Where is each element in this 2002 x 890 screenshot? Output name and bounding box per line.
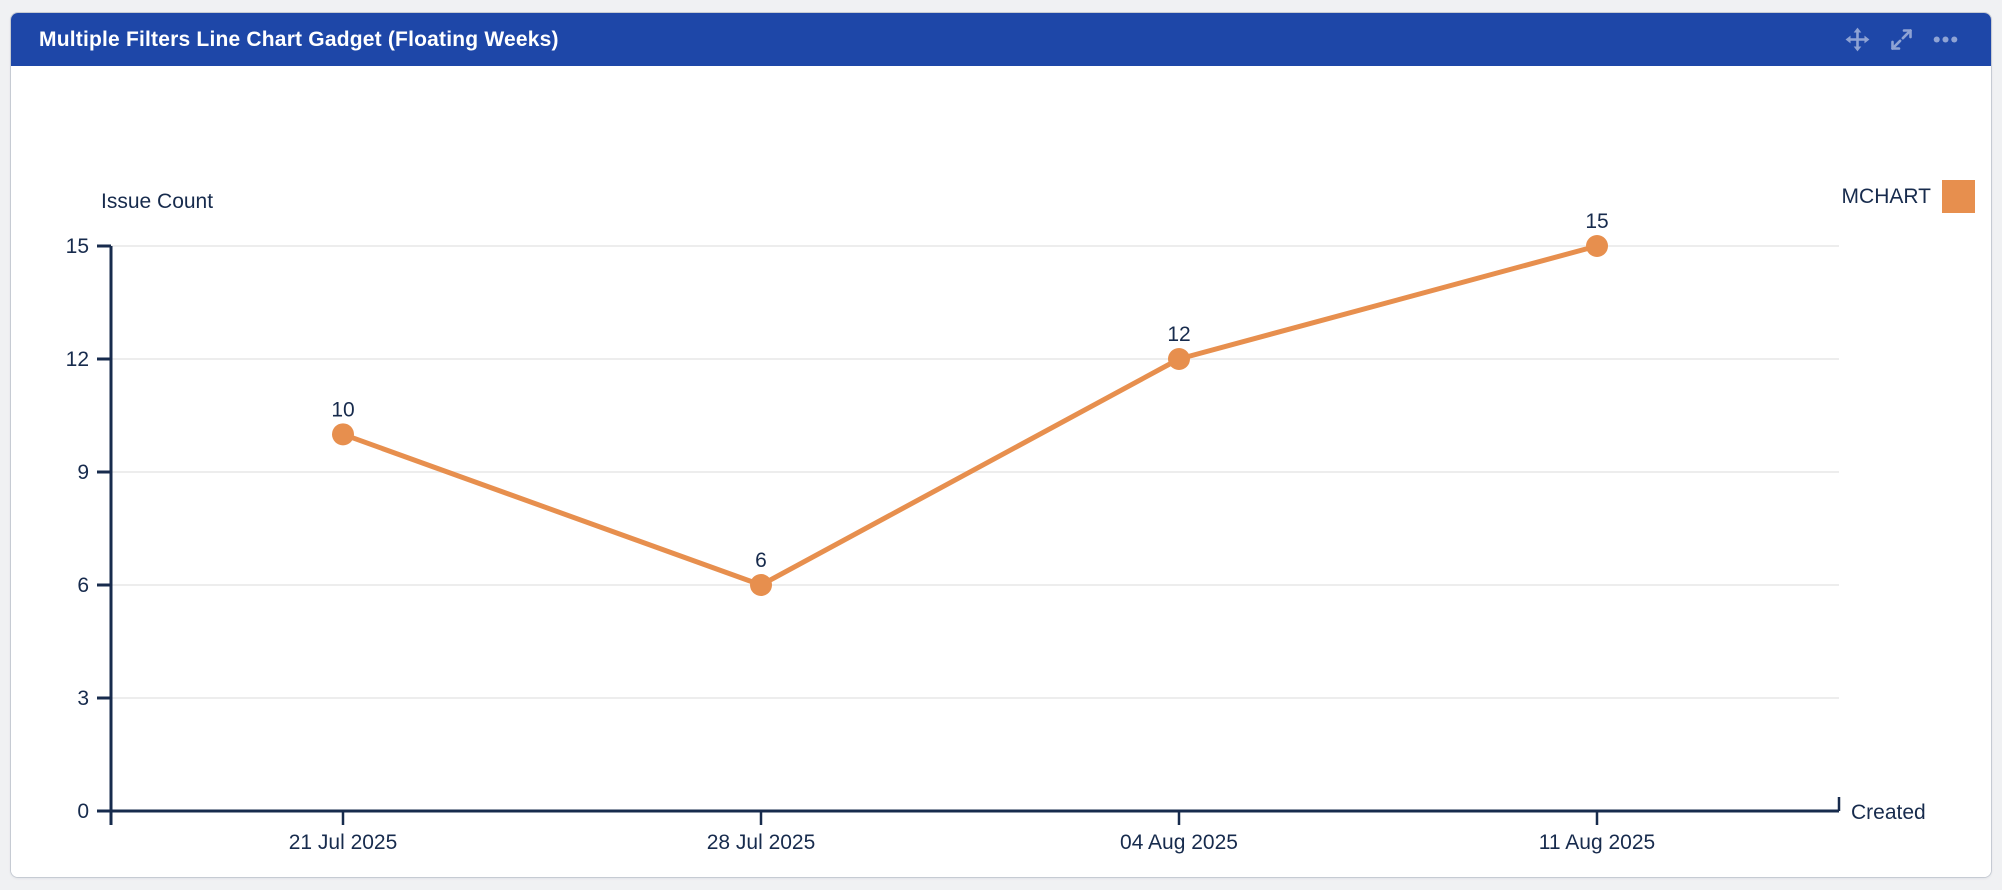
data-point[interactable]	[332, 423, 354, 446]
point-value-label: 10	[331, 398, 354, 421]
y-tick-label: 0	[77, 800, 89, 823]
y-tick-label: 12	[66, 348, 89, 371]
legend-swatch	[1942, 180, 1975, 213]
point-value-label: 15	[1585, 210, 1608, 233]
gadget-title: Multiple Filters Line Chart Gadget (Floa…	[39, 27, 559, 51]
data-point[interactable]	[750, 574, 772, 596]
y-tick-label: 15	[66, 235, 89, 258]
x-tick-label: 21 Jul 2025	[289, 831, 398, 854]
gadget-header-actions	[1844, 26, 1959, 53]
chart-area: 0 3 6 9 12 15 21 Jul 2025 28 Jul 2025 04 Aug 202…	[11, 66, 1991, 877]
data-point[interactable]	[1586, 235, 1608, 257]
gadget-card: Multiple Filters Line Chart Gadget (Floa…	[10, 12, 1992, 878]
x-tick-label: 04 Aug 2025	[1120, 831, 1238, 854]
line-chart: 0 3 6 9 12 15 21 Jul 2025 28 Jul 2025 04 Aug 202…	[66, 190, 1926, 854]
point-value-label: 6	[755, 549, 767, 572]
y-axis-title: Issue Count	[101, 190, 213, 213]
x-tick-label: 28 Jul 2025	[707, 831, 816, 854]
y-tick-label: 3	[77, 687, 89, 710]
y-tick-label: 9	[77, 461, 89, 484]
expand-icon[interactable]	[1888, 26, 1915, 53]
legend-label: MCHART	[1841, 184, 1931, 208]
legend-item[interactable]: MCHART	[1842, 180, 1975, 213]
x-tick-label: 11 Aug 2025	[1539, 831, 1655, 854]
x-axis-title: Created	[1851, 801, 1926, 824]
series-line	[340, 243, 1600, 588]
gadget-header: Multiple Filters Line Chart Gadget (Floa…	[11, 13, 1991, 66]
y-tick-label: 6	[77, 574, 89, 597]
point-value-label: 12	[1167, 323, 1190, 346]
data-point[interactable]	[1168, 348, 1190, 370]
more-options-icon[interactable]	[1932, 26, 1959, 53]
move-icon[interactable]	[1844, 26, 1871, 53]
